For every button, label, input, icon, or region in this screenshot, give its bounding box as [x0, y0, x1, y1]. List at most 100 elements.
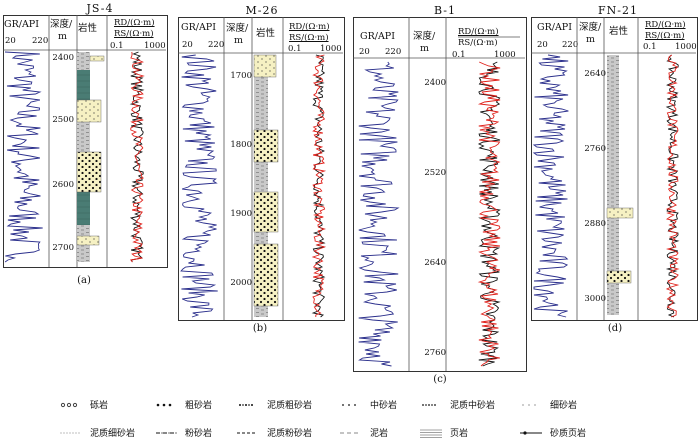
rd-curve-c	[477, 61, 501, 367]
depth-unit-a: m	[58, 31, 68, 42]
rs-curve-a	[129, 51, 145, 263]
rs-label-d: RS/(Ω·m)	[645, 31, 685, 41]
legend-label-gravel: 砾岩	[90, 401, 109, 411]
panel-a	[3, 15, 168, 268]
rs-label-c: RS/(Ω·m)	[458, 38, 498, 48]
res-max-d: 1000	[675, 42, 697, 52]
legend-label-silt: 粉砂岩	[185, 429, 213, 439]
gr-max-b: 220	[208, 40, 225, 50]
panel-c	[353, 17, 527, 372]
depth-tick-c-3: 2640	[424, 258, 446, 268]
gr-curve-b	[180, 54, 218, 318]
well-title-b: M-26	[245, 4, 279, 17]
depth-tick-a-1: 2400	[52, 53, 74, 63]
litho-label-b: 岩性	[256, 28, 276, 39]
caption-d: (d)	[607, 323, 623, 334]
depth-label-d: 深度/	[579, 22, 602, 33]
gr-curve-a	[4, 51, 43, 263]
depth-tick-b-2: 1800	[230, 140, 252, 150]
well-title-c: B-1	[433, 4, 456, 17]
depth-tick-d-1: 2640	[584, 69, 606, 79]
gr-min-d: 20	[537, 40, 548, 50]
gr-max-c: 220	[385, 47, 402, 57]
rd-label-a: RD/(Ω·m)	[114, 18, 155, 28]
gr-label-a: GR/API	[4, 19, 39, 30]
res-max-b: 1000	[320, 44, 342, 54]
depth-unit-d: m	[586, 34, 596, 45]
panel-d	[531, 17, 698, 321]
caption-a: (a)	[77, 275, 91, 286]
caption-c: (c)	[433, 374, 447, 385]
legend-label-muddy-silt: 泥质粉砂岩	[267, 429, 313, 439]
legend-label-coarse: 粗砂岩	[185, 401, 213, 411]
gr-min-b: 20	[182, 40, 193, 50]
legend-label-medium: 中砂岩	[370, 401, 398, 411]
legend-label-mudstone: 泥岩	[370, 429, 389, 439]
legend-swatch-coarse	[156, 403, 172, 407]
rs-curve-b	[311, 54, 327, 317]
res-min-b: 0.1	[288, 44, 302, 54]
well-title-d: FN-21	[598, 4, 638, 17]
lithology-column-b	[253, 54, 279, 317]
legend-label-shale: 页岩	[450, 429, 469, 439]
depth-tick-a-3: 2600	[52, 180, 74, 190]
depth-tick-a-4: 2700	[52, 243, 74, 253]
rs-label-b: RS/(Ω·m)	[289, 33, 329, 43]
depth-tick-b-3: 1900	[230, 209, 252, 219]
rd-label-b: RD/(Ω·m)	[289, 22, 330, 32]
gr-label-d: GR/API	[537, 22, 572, 33]
depth-tick-a-2: 2500	[52, 115, 74, 125]
gr-label-c: GR/API	[360, 31, 395, 42]
legend-swatch-gravel	[60, 402, 78, 408]
rd-label-c: RD/(Ω·m)	[458, 27, 499, 37]
lithology-column-d	[606, 55, 634, 315]
depth-tick-b-4: 2000	[230, 278, 252, 288]
depth-label-a: 深度/	[50, 19, 73, 30]
legend-swatch-sandy-shale	[520, 431, 542, 435]
gr-max-d: 220	[562, 40, 579, 50]
res-max-c: 1000	[494, 50, 516, 60]
rs-curve-c	[477, 61, 501, 367]
depth-label-c: 深度/	[413, 31, 436, 42]
rs-curve-d	[665, 54, 680, 318]
caption-b: (b)	[252, 323, 268, 334]
depth-tick-c-1: 2400	[424, 78, 446, 88]
gr-min-a: 20	[5, 36, 16, 46]
litho-label-d: 岩性	[609, 26, 629, 37]
gr-min-c: 20	[359, 47, 370, 57]
legend-swatch-medium	[342, 404, 356, 406]
legend-swatch-muddy-medium	[422, 404, 436, 406]
res-min-d: 0.1	[643, 42, 657, 52]
legend-label-sandy-shale: 砂质页岩	[550, 429, 587, 439]
gr-max-a: 220	[32, 36, 49, 46]
well-title-a: JS-4	[86, 2, 114, 15]
rd-curve-a	[129, 51, 145, 263]
legend-swatch-silt	[156, 432, 177, 434]
litho-label-a: 岩性	[78, 23, 98, 34]
legend-swatch-shale	[420, 429, 442, 438]
legend-label-muddy-fine: 泥质细砂岩	[90, 429, 136, 439]
depth-tick-c-2: 2520	[424, 168, 446, 178]
depth-unit-b: m	[234, 35, 244, 46]
panel-b	[178, 17, 345, 321]
legend-label-muddy-medium: 泥质中砂岩	[450, 401, 496, 411]
depth-tick-c-4: 2760	[424, 348, 446, 358]
rd-curve-d	[665, 54, 680, 318]
depth-label-b: 深度/	[226, 23, 249, 34]
depth-tick-b-1: 1700	[230, 71, 252, 81]
lithology-column-a	[76, 52, 105, 262]
legend-label-muddy-coarse: 泥质粗砂岩	[267, 401, 313, 411]
legend-label-fine: 细砂岩	[550, 401, 578, 411]
rs-label-a: RS/(Ω·m)	[114, 29, 154, 39]
legend-swatch-muddy-coarse	[239, 404, 253, 406]
gr-curve-c	[358, 61, 400, 367]
res-min-a: 0.1	[110, 41, 124, 51]
legend-swatch-muddy-fine	[60, 432, 80, 434]
depth-tick-d-2: 2760	[584, 144, 606, 154]
legend-swatch-fine	[522, 404, 536, 406]
res-min-c: 0.1	[452, 50, 466, 60]
gr-curve-d	[532, 54, 569, 318]
rd-label-d: RD/(Ω·m)	[645, 20, 686, 30]
depth-tick-d-4: 3000	[584, 294, 606, 304]
